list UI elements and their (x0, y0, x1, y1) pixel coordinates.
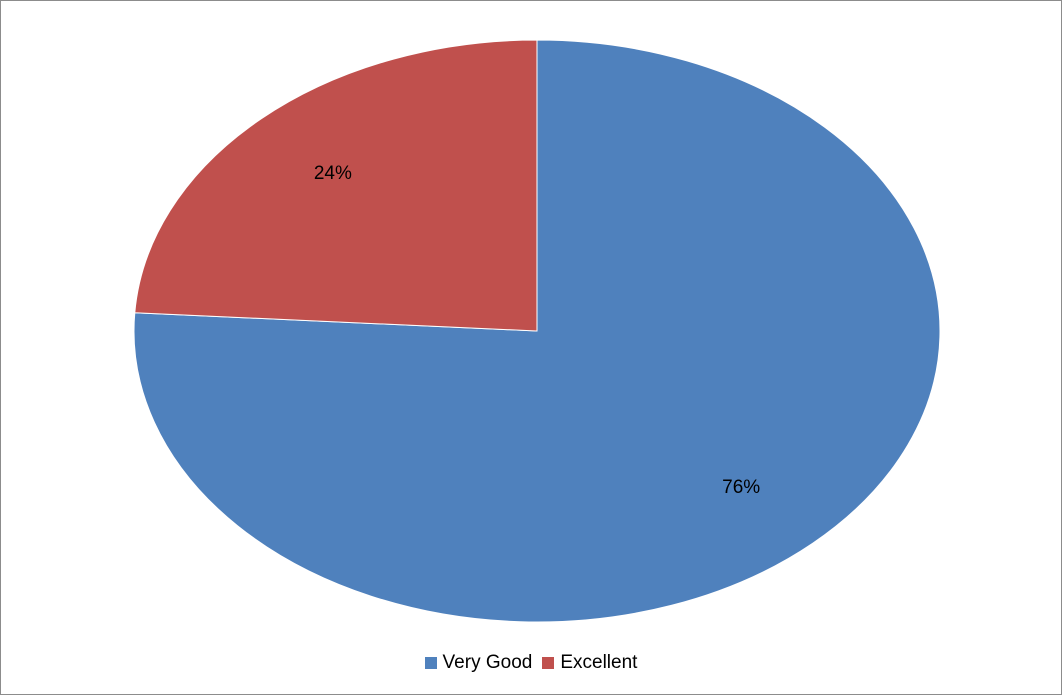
data-label-very-good: 76% (722, 477, 760, 498)
legend-swatch-very-good (424, 657, 437, 669)
legend-item-very-good: Very Good (424, 652, 533, 674)
legend: Very Good Excellent (0, 652, 1062, 674)
pie-slice-excellent (134, 39, 538, 332)
legend-label-excellent: Excellent (560, 652, 638, 673)
legend-swatch-excellent (542, 657, 555, 669)
legend-label-very-good: Very Good (442, 652, 533, 673)
data-label-excellent: 24% (314, 163, 352, 184)
legend-item-excellent: Excellent (542, 652, 637, 674)
